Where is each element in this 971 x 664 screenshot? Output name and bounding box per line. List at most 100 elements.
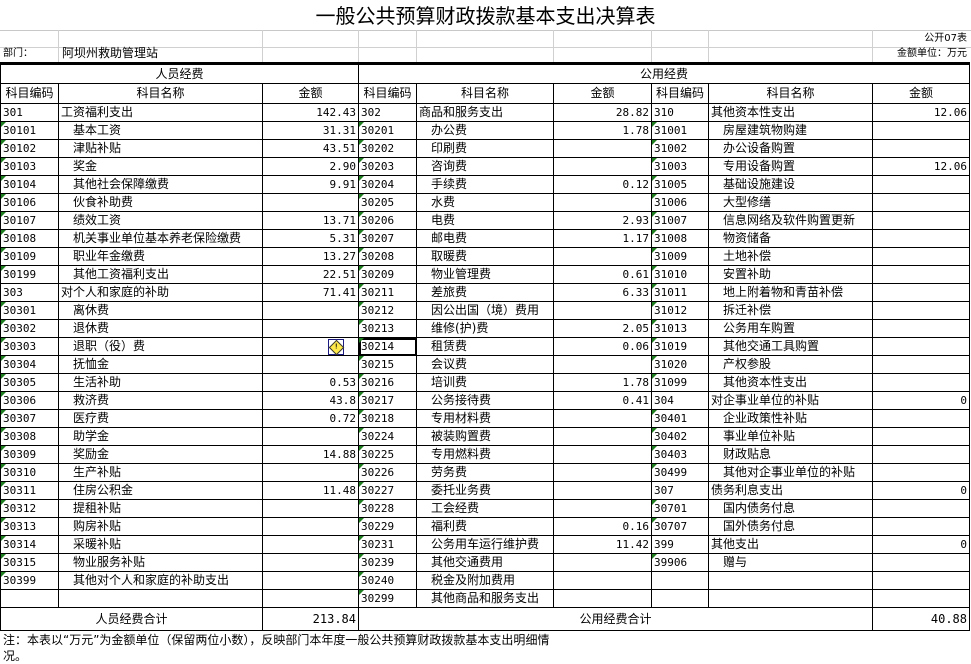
col-name[interactable]: 科目名称 [58, 83, 263, 104]
right-amount-cell[interactable] [872, 571, 970, 590]
left-name-cell[interactable]: 对个人和家庭的补助 [58, 283, 263, 302]
col-code[interactable]: 科目编码 [0, 83, 59, 104]
left-code-cell[interactable]: 30109 [0, 247, 59, 266]
right-code-cell[interactable]: 31003 [651, 157, 709, 176]
right-amount-cell[interactable] [872, 373, 970, 392]
left-amount-cell[interactable]: 0.53 [262, 373, 359, 392]
right-name-cell[interactable]: 办公设备购置 [708, 139, 873, 158]
left-amount-cell[interactable] [262, 427, 359, 446]
right-code-cell[interactable]: 31019 [651, 337, 709, 356]
left-code-cell[interactable]: 30311 [0, 481, 59, 500]
middle-amount-cell[interactable] [553, 355, 652, 374]
right-name-cell[interactable]: 基础设施建设 [708, 175, 873, 194]
col-code[interactable]: 科目编码 [651, 83, 709, 104]
left-code-cell[interactable]: 30313 [0, 517, 59, 536]
right-code-cell[interactable]: 31007 [651, 211, 709, 230]
middle-amount-cell[interactable] [553, 301, 652, 320]
middle-name-cell[interactable]: 印刷费 [416, 139, 554, 158]
left-name-cell[interactable]: 抚恤金 [58, 355, 263, 374]
right-name-cell[interactable]: 专用设备购置 [708, 157, 873, 176]
public-total-label[interactable]: 公用经费合计 [358, 607, 873, 631]
left-amount-cell[interactable]: ! [262, 337, 359, 356]
right-code-cell[interactable]: 310 [651, 103, 709, 122]
right-name-cell[interactable]: 债务利息支出 [708, 481, 873, 500]
right-name-cell[interactable]: 其他交通工具购置 [708, 337, 873, 356]
right-code-cell[interactable]: 31006 [651, 193, 709, 212]
left-name-cell[interactable]: 住房公积金 [58, 481, 263, 500]
right-amount-cell[interactable] [872, 193, 970, 212]
middle-amount-cell[interactable] [553, 499, 652, 518]
middle-code-cell[interactable]: 30240 [358, 571, 417, 590]
left-code-cell[interactable]: 30306 [0, 391, 59, 410]
right-name-cell[interactable]: 地上附着物和青苗补偿 [708, 283, 873, 302]
right-name-cell[interactable]: 其他支出 [708, 535, 873, 554]
right-amount-cell[interactable] [872, 589, 970, 608]
middle-code-cell[interactable]: 30299 [358, 589, 417, 608]
right-code-cell[interactable]: 30403 [651, 445, 709, 464]
middle-code-cell[interactable]: 30218 [358, 409, 417, 428]
col-amount[interactable]: 金额 [872, 83, 970, 104]
left-amount-cell[interactable]: 11.48 [262, 481, 359, 500]
col-amount[interactable]: 金额 [262, 83, 359, 104]
right-amount-cell[interactable] [872, 139, 970, 158]
left-name-cell[interactable]: 提租补贴 [58, 499, 263, 518]
right-name-cell[interactable]: 拆迁补偿 [708, 301, 873, 320]
left-name-cell[interactable]: 购房补贴 [58, 517, 263, 536]
right-name-cell[interactable]: 土地补偿 [708, 247, 873, 266]
middle-name-cell[interactable]: 水费 [416, 193, 554, 212]
left-amount-cell[interactable]: 43.8 [262, 391, 359, 410]
left-amount-cell[interactable] [262, 517, 359, 536]
left-code-cell[interactable]: 30108 [0, 229, 59, 248]
right-code-cell[interactable]: 30707 [651, 517, 709, 536]
middle-name-cell[interactable]: 劳务费 [416, 463, 554, 482]
right-code-cell[interactable]: 31005 [651, 175, 709, 194]
right-code-cell[interactable]: 31012 [651, 301, 709, 320]
middle-name-cell[interactable]: 取暖费 [416, 247, 554, 266]
right-amount-cell[interactable] [872, 265, 970, 284]
middle-code-cell[interactable]: 30215 [358, 355, 417, 374]
middle-code-cell[interactable]: 30239 [358, 553, 417, 572]
middle-amount-cell[interactable]: 6.33 [553, 283, 652, 302]
left-code-cell[interactable]: 30307 [0, 409, 59, 428]
middle-code-cell[interactable]: 30224 [358, 427, 417, 446]
right-name-cell[interactable]: 对企事业单位的补贴 [708, 391, 873, 410]
middle-name-cell[interactable]: 专用材料费 [416, 409, 554, 428]
left-amount-cell[interactable] [262, 535, 359, 554]
right-code-cell[interactable]: 30401 [651, 409, 709, 428]
middle-code-cell[interactable]: 30226 [358, 463, 417, 482]
left-name-cell[interactable]: 离休费 [58, 301, 263, 320]
middle-code-cell[interactable]: 30229 [358, 517, 417, 536]
middle-name-cell[interactable]: 委托业务费 [416, 481, 554, 500]
left-code-cell[interactable]: 30302 [0, 319, 59, 338]
middle-amount-cell[interactable] [553, 463, 652, 482]
middle-name-cell[interactable]: 专用燃料费 [416, 445, 554, 464]
left-amount-cell[interactable]: 13.71 [262, 211, 359, 230]
middle-name-cell[interactable]: 维修(护)费 [416, 319, 554, 338]
right-code-cell[interactable]: 39906 [651, 553, 709, 572]
middle-name-cell[interactable]: 工会经费 [416, 499, 554, 518]
left-amount-cell[interactable] [262, 319, 359, 338]
left-amount-cell[interactable] [262, 589, 359, 608]
middle-amount-cell[interactable] [553, 481, 652, 500]
right-amount-cell[interactable] [872, 319, 970, 338]
left-name-cell[interactable]: 奖金 [58, 157, 263, 176]
right-code-cell[interactable]: 31013 [651, 319, 709, 338]
middle-name-cell[interactable]: 其他商品和服务支出 [416, 589, 554, 608]
right-code-cell[interactable] [651, 589, 709, 608]
right-code-cell[interactable]: 30701 [651, 499, 709, 518]
col-name[interactable]: 科目名称 [416, 83, 554, 104]
right-code-cell[interactable]: 307 [651, 481, 709, 500]
right-code-cell[interactable]: 304 [651, 391, 709, 410]
right-code-cell[interactable]: 31001 [651, 121, 709, 140]
left-name-cell[interactable]: 工资福利支出 [58, 103, 263, 122]
middle-amount-cell[interactable] [553, 445, 652, 464]
left-name-cell[interactable]: 职业年金缴费 [58, 247, 263, 266]
middle-code-cell[interactable]: 30227 [358, 481, 417, 500]
middle-name-cell[interactable]: 物业管理费 [416, 265, 554, 284]
middle-code-cell[interactable]: 30202 [358, 139, 417, 158]
left-name-cell[interactable] [58, 589, 263, 608]
middle-amount-cell[interactable]: 11.42 [553, 535, 652, 554]
right-amount-cell[interactable]: 12.06 [872, 157, 970, 176]
middle-name-cell[interactable]: 福利费 [416, 517, 554, 536]
left-amount-cell[interactable] [262, 193, 359, 212]
